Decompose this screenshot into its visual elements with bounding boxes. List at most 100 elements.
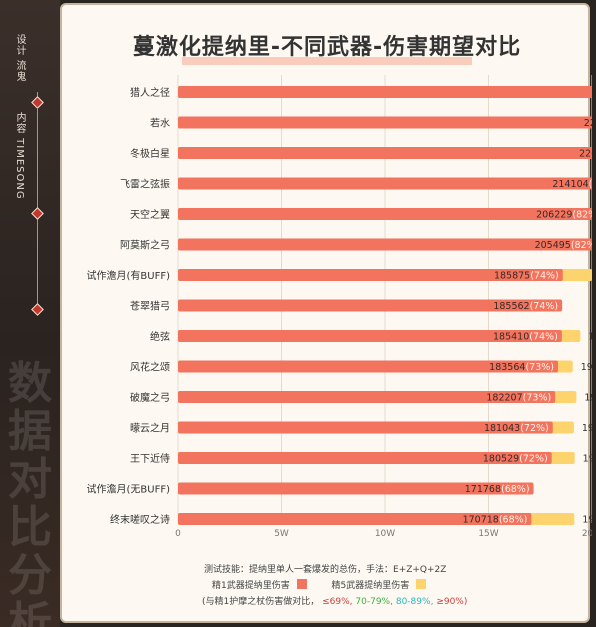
bar-r1	[178, 116, 592, 129]
sidebar-watermark: 数据对 比分析	[8, 358, 52, 627]
r1-percent: (74%)	[530, 301, 559, 312]
category-label: 王下近侍	[130, 452, 170, 465]
r1-value: 226995	[579, 149, 592, 160]
title-highlight	[182, 57, 472, 65]
bar-r1	[178, 452, 552, 464]
r1-percent: (73%)	[525, 362, 554, 373]
r1-value: 185410	[493, 332, 529, 343]
r1-data-label: 185410(74%)	[493, 332, 558, 343]
bar-r1	[178, 299, 563, 312]
r1-data-label: 206229(82%)	[536, 210, 592, 221]
category-label: 试作澹月(有BUFF)	[87, 269, 171, 282]
r1-data-label: 185562(74%)	[493, 301, 558, 312]
sidebar-line-mid	[37, 108, 38, 304]
r1-data-label: 181043(72%)	[484, 423, 549, 434]
bar-r1	[178, 238, 592, 251]
legend-r5-label: 精5武器提纳里伤害	[331, 581, 410, 591]
sidebar-diamond-1	[31, 96, 44, 109]
bar-r1	[178, 482, 534, 495]
r5-data-label: 192442 (77%)	[584, 393, 592, 404]
r1-percent: (85%)	[589, 179, 592, 190]
r1-data-label: 183564(73%)	[489, 362, 554, 373]
bar-r1	[178, 391, 556, 403]
category-label: 破魔之弓	[130, 391, 170, 404]
category-label: 飞雷之弦振	[120, 178, 170, 191]
legend-r1-label: 精1武器提纳里伤害	[212, 581, 290, 591]
sidebar: 设计 流鬼 内容 TIMESONG 数据对 比分析	[0, 0, 60, 627]
r1-value: 229257	[584, 118, 592, 129]
bar-chart: 05W10W15W20W25W30W猎人之径250991(100%)290997…	[87, 75, 592, 539]
r1-value: 170718	[463, 515, 499, 526]
bar-r1	[178, 421, 553, 434]
r5-value: 190706	[581, 362, 592, 373]
r1-data-label: 214104(85%)	[552, 179, 592, 190]
bar-r1	[178, 513, 532, 525]
sidebar-line-top	[37, 92, 38, 100]
r5-value: 194400	[588, 332, 592, 343]
category-label: 冬极白星	[130, 147, 170, 160]
r1-percent: (72%)	[520, 423, 549, 434]
r1-data-label: 205495(82%)	[535, 240, 592, 251]
r1-percent: (82%)	[571, 240, 592, 251]
category-label: 绝弦	[150, 330, 170, 343]
category-label: 若水	[150, 117, 170, 130]
r1-percent: (74%)	[530, 271, 559, 282]
r1-value: 185875	[494, 271, 530, 282]
r1-value: 181043	[484, 423, 520, 434]
r1-value: 183564	[489, 362, 525, 373]
legend-r1-swatch	[296, 579, 307, 589]
category-label: 苍翠猎弓	[130, 300, 170, 313]
r5-value: 192442	[584, 393, 592, 404]
r1-data-label: 226995(90%)	[579, 149, 592, 160]
r1-value: 214104	[552, 179, 588, 190]
r1-data-label: 180529(72%)	[483, 454, 548, 465]
r1-data-label: 185875(74%)	[494, 271, 559, 282]
legend-r5-swatch	[416, 579, 427, 589]
x-tick-label: 0	[175, 529, 181, 539]
r1-percent: (68%)	[501, 484, 530, 495]
r1-value: 185562	[493, 301, 529, 312]
category-label: 终末嗟叹之诗	[110, 513, 170, 526]
r1-value: 180529	[483, 454, 519, 465]
r5-value: 191634	[583, 454, 592, 465]
designer-label: 设计 流鬼	[14, 34, 25, 83]
bar-r1	[178, 330, 562, 342]
r5-data-label: 190706 (76%)	[581, 362, 592, 373]
x-tick-label: 15W	[478, 529, 498, 539]
r5-value: 191473	[582, 515, 592, 526]
r1-percent: (73%)	[523, 393, 552, 404]
r1-data-label: 171768(68%)	[465, 484, 530, 495]
x-tick-label: 10W	[375, 529, 395, 539]
sidebar-diamond-2	[31, 207, 44, 220]
r1-percent: (74%)	[529, 332, 558, 343]
notes-line-3: (与精1护摩之杖伤害做对比， ≤69%, 70-79%, 80-89%, ≥90…	[202, 597, 468, 607]
r5-value: 191230	[582, 423, 592, 434]
r1-value: 171768	[465, 484, 501, 495]
legend: 精1武器提纳里伤害 精5武器提纳里伤害	[212, 578, 427, 591]
category-label: 天空之翼	[130, 208, 170, 221]
category-label: 风花之颂	[130, 361, 170, 374]
r1-data-label: 170718(68%)	[463, 515, 528, 526]
chart-panel: 蔓激化提纳里-不同武器-伤害期望对比 05W10W15W20W25W30W猎人之…	[60, 3, 592, 623]
category-label: 猎人之径	[130, 86, 170, 99]
category-label: 试作澹月(无BUFF)	[87, 483, 171, 496]
r1-percent: (82%)	[572, 210, 592, 221]
bar-r1	[178, 86, 592, 98]
content-label: 内容 TIMESONG	[14, 112, 25, 200]
bar-r1	[178, 269, 563, 281]
sidebar-diamond-3	[31, 303, 44, 316]
r1-value: 182207	[486, 393, 522, 404]
bar-r1	[178, 147, 592, 159]
r5-data-label: 194400 (77%)	[588, 332, 592, 343]
r5-data-label: 191473 (76%)	[582, 515, 592, 526]
category-label: 曚云之月	[130, 422, 170, 435]
r1-data-label: 182207(73%)	[486, 393, 551, 404]
r1-data-label: 229257(91%)	[584, 118, 592, 129]
chart-title: 蔓激化提纳里-不同武器-伤害期望对比	[132, 35, 522, 60]
r5-data-label: 191634 (76%)	[583, 454, 592, 465]
x-tick-label: 5W	[274, 529, 289, 539]
r1-value: 206229	[536, 210, 572, 221]
notes-line-1: 测试技能：提纳里单人一套爆发的总伤，手法：E+Z+Q+2Z	[204, 565, 447, 575]
bar-r1	[178, 208, 592, 220]
r1-percent: (72%)	[519, 454, 548, 465]
